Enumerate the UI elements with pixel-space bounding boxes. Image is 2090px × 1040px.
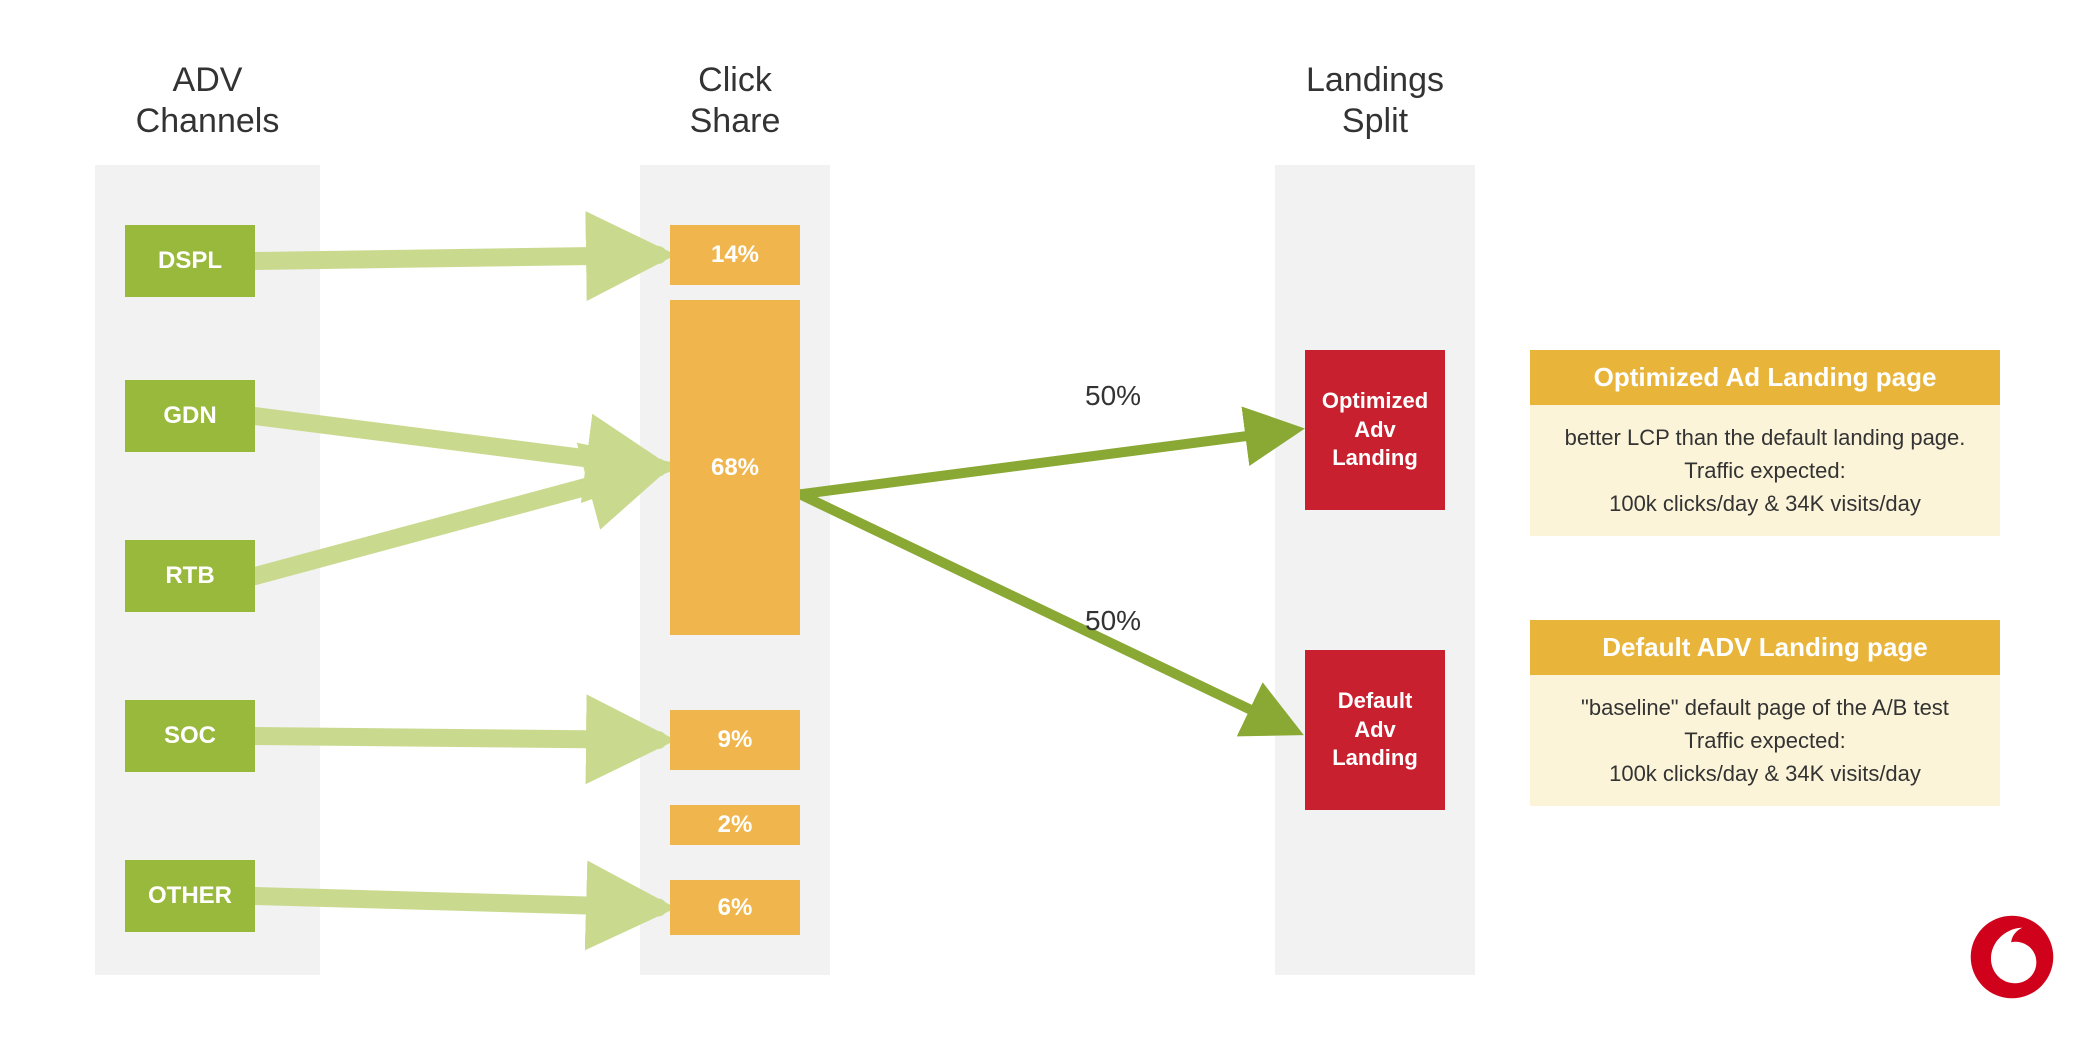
channel-box-gdn: GDN (125, 380, 255, 452)
channels-header: ADV Channels (95, 60, 320, 142)
landing-box-1: Default Adv Landing (1305, 650, 1445, 810)
channel-box-dspl: DSPL (125, 225, 255, 297)
clickshare-box-4: 6% (670, 880, 800, 935)
clickshare-box-0: 14% (670, 225, 800, 285)
channel-box-soc: SOC (125, 700, 255, 772)
info-card-0: Optimized Ad Landing pagebetter LCP than… (1530, 350, 2000, 536)
landings-header: Landings Split (1275, 60, 1475, 142)
vodafone-logo-icon (1969, 914, 2055, 1005)
info-card-1: Default ADV Landing page"baseline" defau… (1530, 620, 2000, 806)
split-label-1: 50% (1085, 605, 1141, 637)
clickshare-box-3: 2% (670, 805, 800, 845)
channel-box-other: OTHER (125, 860, 255, 932)
split-label-0: 50% (1085, 380, 1141, 412)
clickshare-box-1: 68% (670, 300, 800, 635)
info-card-body: "baseline" default page of the A/B testT… (1530, 675, 2000, 806)
landing-box-0: Optimized Adv Landing (1305, 350, 1445, 510)
info-card-body: better LCP than the default landing page… (1530, 405, 2000, 536)
landings-col-bg (1275, 165, 1475, 975)
clickshare-header: Click Share (640, 60, 830, 142)
clickshare-box-2: 9% (670, 710, 800, 770)
channel-box-rtb: RTB (125, 540, 255, 612)
info-card-title: Optimized Ad Landing page (1530, 350, 2000, 405)
info-card-title: Default ADV Landing page (1530, 620, 2000, 675)
